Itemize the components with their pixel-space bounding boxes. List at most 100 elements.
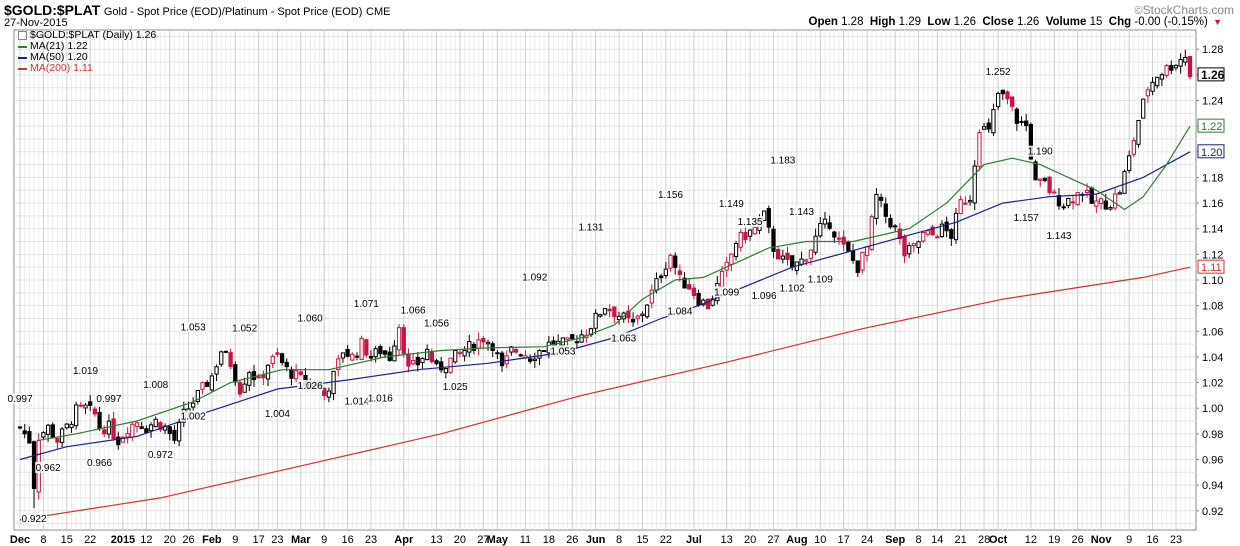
x-tick-label: 23 <box>271 534 283 546</box>
x-tick-label: Mar <box>291 534 311 546</box>
candle-body <box>1098 198 1104 204</box>
candle-body <box>710 298 715 306</box>
x-tick-label: 12 <box>140 534 152 546</box>
x-tick-label: 16 <box>341 534 353 546</box>
annotation-bg <box>353 298 380 310</box>
ma200-swatch <box>18 67 27 70</box>
candle-body <box>1173 64 1179 69</box>
candle-body <box>490 343 495 351</box>
candle-body <box>1108 207 1113 210</box>
annotation-label: 1.071 <box>354 299 379 310</box>
y-tick-label: 1.02 <box>1202 378 1223 390</box>
candle-body <box>425 348 430 361</box>
high-value: 1.29 <box>898 16 922 28</box>
candle-body <box>499 352 505 367</box>
brand-name: StockCharts.com <box>1142 3 1234 17</box>
x-tick-label: 8 <box>616 534 622 546</box>
annotation-bg <box>442 381 469 393</box>
annotation-label: 1.053 <box>181 322 206 333</box>
candle-body <box>1042 177 1048 181</box>
candle-body <box>532 358 537 361</box>
legend-ma200-label: MA(200) 1.11 <box>30 62 93 74</box>
annotation-bg <box>95 393 122 405</box>
candle-body <box>677 270 683 275</box>
candle-body <box>995 93 1001 108</box>
annotation-bg <box>297 379 324 391</box>
candle-body <box>972 165 977 204</box>
candle-body <box>1131 140 1136 155</box>
annotation-label: 1.252 <box>986 67 1011 78</box>
candle-body <box>691 287 697 297</box>
candle-body <box>289 368 294 379</box>
annotation-label: 1.056 <box>424 318 449 329</box>
annotation-label: 1.157 <box>1014 213 1039 224</box>
candle-body <box>659 275 664 279</box>
candle-body <box>481 337 486 343</box>
candle-body <box>733 242 739 257</box>
candle-body <box>467 341 472 353</box>
annotation-label: 1.183 <box>770 156 795 167</box>
candle-body <box>158 422 163 431</box>
candle-body <box>78 404 83 407</box>
annotation-label: 0.997 <box>7 394 32 405</box>
candle-body <box>322 387 327 397</box>
annotation-label: 1.052 <box>232 324 257 335</box>
down-triangle-icon: ▼ <box>1213 17 1222 27</box>
candle-body <box>1169 65 1174 71</box>
candle-body <box>326 390 332 398</box>
candle-body <box>69 423 74 429</box>
x-tick-label: 20 <box>454 534 466 546</box>
annotation-bg <box>666 305 693 317</box>
price-tag-label: 1.20 <box>1201 147 1222 159</box>
x-tick-label: Jun <box>586 534 606 546</box>
brand-logo[interactable]: ©StockCharts.com <box>1135 3 1234 17</box>
candle-body <box>958 199 963 215</box>
x-tick-label: 9 <box>232 534 238 546</box>
candle-body <box>148 424 154 432</box>
candle-body <box>864 246 870 256</box>
candle-body <box>790 255 795 268</box>
ohlc-readout: Open 1.28 High 1.29 Low 1.26 Close 1.26 … <box>809 16 1223 28</box>
x-tick-label: 27 <box>767 534 779 546</box>
annotation-bg <box>400 304 427 316</box>
volume-label: Volume <box>1045 16 1087 28</box>
candle-body <box>930 226 935 236</box>
y-tick-label: 0.98 <box>1202 429 1223 441</box>
candle-body <box>1005 91 1010 100</box>
y-tick-label: 1.16 <box>1202 198 1223 210</box>
chart-title: $GOLD:$PLAT Gold - Spot Price (EOD)/Plat… <box>4 2 390 18</box>
price-tag <box>1197 259 1225 274</box>
candle-body <box>50 424 55 438</box>
candle-body <box>350 353 355 361</box>
candle-body <box>682 277 687 289</box>
candle-body <box>396 327 402 351</box>
candle-body <box>97 411 102 430</box>
candle-body <box>1155 76 1160 87</box>
x-tick-label: 28 <box>978 534 990 546</box>
candle-body <box>111 418 116 440</box>
annotation-bg <box>367 392 394 404</box>
candle-body <box>630 319 636 323</box>
candle-body <box>92 408 98 415</box>
y-tick-label: 1.08 <box>1202 301 1223 313</box>
candle-body <box>336 358 341 370</box>
candle-body <box>537 349 542 359</box>
candle-body <box>214 366 219 375</box>
x-tick-label: 13 <box>721 534 733 546</box>
candle-body <box>1070 201 1076 204</box>
price-tag <box>1197 118 1225 133</box>
annotation-bg <box>21 513 48 525</box>
candle-body <box>1145 89 1151 97</box>
x-tick-label: 19 <box>1048 534 1060 546</box>
candle-body <box>855 260 860 274</box>
candle-body <box>654 278 659 291</box>
annotation-label: 1.014 <box>344 396 369 407</box>
x-tick-label: 17 <box>838 534 850 546</box>
candle-body <box>125 433 130 438</box>
candle-body <box>911 243 917 247</box>
candle-body <box>1150 81 1155 92</box>
candle-body <box>462 350 467 357</box>
annotation-label: 1.143 <box>789 207 814 218</box>
x-tick-label: Feb <box>202 534 222 546</box>
